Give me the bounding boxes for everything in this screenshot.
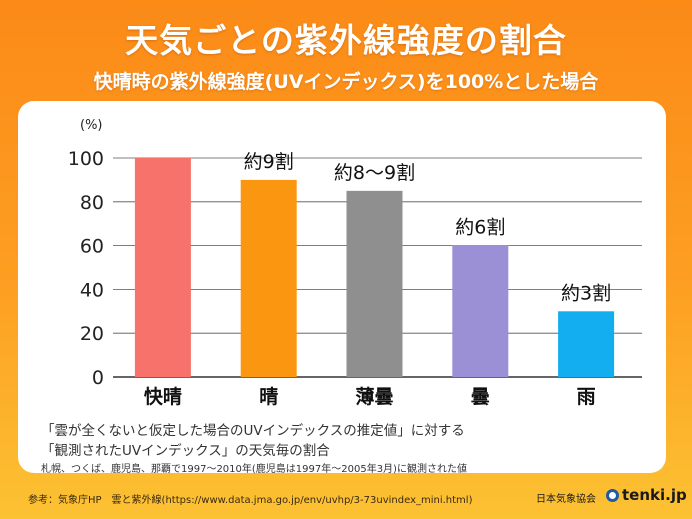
- y-tick-label: 40: [80, 279, 104, 301]
- bar: [558, 311, 615, 377]
- x-category-label: 晴: [259, 385, 278, 408]
- note-line-3: 札幌、つくば、鹿児島、那覇で1997～2010年(鹿児島は1997年～2005年…: [41, 464, 467, 475]
- jwa-logo: 日本気象協会: [536, 494, 596, 505]
- x-category-label: 雨: [577, 386, 596, 408]
- y-tick-label: 100: [68, 148, 104, 170]
- y-tick-label: 80: [80, 192, 104, 214]
- y-tick-label: 0: [92, 367, 104, 389]
- x-category-label: 薄曇: [355, 386, 393, 408]
- bar: [452, 245, 509, 377]
- y-tick-label: 60: [80, 236, 104, 258]
- note-line-2: 「観測されたUVインデックス」の天気毎の割合: [41, 443, 330, 459]
- tenki-sun-icon: [606, 488, 619, 502]
- y-axis-unit-label: (%): [80, 118, 103, 133]
- y-tick-label: 20: [80, 323, 104, 345]
- x-category-label: 快晴: [144, 385, 182, 408]
- bar: [346, 190, 403, 377]
- bar: [134, 158, 191, 377]
- note-line-1: 「雲が全くないと仮定した場合のUVインデックスの推定値」に対する: [41, 423, 465, 439]
- x-category-label: 曇: [471, 386, 490, 408]
- bar-data-label: 約9割: [244, 151, 294, 173]
- bar-data-label: 約6割: [455, 217, 505, 239]
- chart-subtitle: 快晴時の紫外線強度(UVインデックス)を100%とした場合: [93, 71, 599, 93]
- bar: [240, 179, 297, 377]
- source-footer: 参考：気象庁HP 雲と紫外線(https://www.data.jma.go.j…: [28, 495, 473, 506]
- tenki-logo-text: tenki.jp: [622, 486, 687, 504]
- chart-title: 天気ごとの紫外線強度の割合: [125, 21, 567, 60]
- chart-card: (%) 0 20 40 60 80 100 快晴 晴 約9割薄曇 約8〜9割曇 約6割雨 約3割 「…: [18, 101, 666, 475]
- bar-data-label: 約3割: [561, 282, 611, 304]
- tenki-logo: tenki.jp: [606, 486, 687, 504]
- bar-data-label: 約8〜9割: [334, 162, 415, 184]
